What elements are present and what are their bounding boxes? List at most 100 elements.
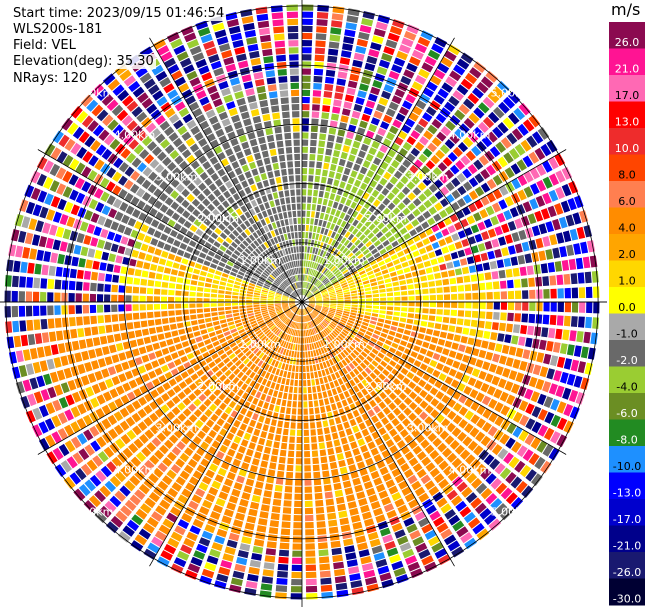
gate [95, 347, 103, 357]
gate [257, 20, 270, 29]
gate [141, 446, 152, 458]
gate [434, 190, 444, 200]
gate [233, 144, 242, 153]
gate [96, 304, 104, 313]
gate [372, 293, 379, 298]
gate [292, 283, 296, 290]
gate [365, 457, 374, 466]
gate [333, 379, 340, 387]
gate [306, 585, 318, 593]
gate [248, 342, 255, 349]
gate [291, 232, 295, 239]
gate [184, 569, 198, 580]
gate [275, 268, 281, 275]
gate [451, 457, 463, 469]
gate [361, 474, 371, 483]
gate [208, 429, 217, 439]
gate [313, 240, 318, 247]
gate [556, 356, 566, 368]
gate [241, 15, 254, 24]
gate [84, 135, 96, 148]
gate [148, 491, 160, 503]
gate [201, 72, 213, 82]
gate [448, 95, 460, 107]
gate [198, 537, 211, 547]
gate [120, 505, 132, 517]
gate [397, 236, 405, 244]
gate [477, 121, 489, 133]
gate [304, 507, 314, 515]
gate [424, 416, 434, 426]
gate [248, 566, 260, 575]
gate [343, 310, 350, 314]
gate [394, 529, 406, 539]
gate [387, 412, 396, 421]
gate [248, 508, 258, 517]
gate [391, 522, 403, 532]
gate [201, 232, 210, 241]
gate [329, 120, 338, 128]
gate [582, 256, 591, 269]
gate [334, 143, 342, 151]
gate [252, 232, 259, 239]
gate [385, 108, 396, 118]
gate [357, 310, 365, 315]
gate [67, 379, 77, 391]
gate [372, 289, 379, 294]
gate [538, 223, 548, 235]
gate [281, 521, 291, 529]
gate [255, 350, 262, 357]
gate [291, 268, 295, 275]
gate [311, 328, 315, 335]
gate [156, 45, 170, 56]
gate [146, 287, 154, 295]
gate [264, 259, 271, 265]
gate [214, 345, 222, 352]
gate [592, 317, 600, 329]
gate [328, 312, 335, 316]
gate [375, 103, 386, 113]
gate [260, 504, 270, 512]
gate [147, 227, 156, 236]
gate [404, 434, 414, 444]
gate [260, 219, 267, 226]
gate [327, 448, 335, 456]
gate [36, 249, 45, 261]
gate [533, 264, 541, 275]
gate [473, 159, 484, 170]
gate [281, 204, 287, 212]
gate [514, 143, 526, 156]
gate [364, 435, 373, 443]
gate [96, 436, 107, 448]
gate [221, 484, 231, 494]
gate [133, 438, 144, 449]
gate [273, 282, 279, 287]
gate [197, 341, 205, 348]
gate [250, 184, 258, 192]
gate [308, 297, 315, 301]
gate [289, 321, 294, 328]
gate [267, 305, 274, 308]
gate [389, 554, 401, 564]
gate [355, 400, 362, 408]
gate [181, 131, 192, 141]
gate [310, 218, 314, 225]
gate [401, 353, 409, 361]
gate [523, 186, 534, 198]
gate [281, 316, 287, 322]
gate [528, 313, 536, 324]
gate [182, 236, 191, 244]
gate [468, 265, 477, 273]
gate [188, 414, 198, 423]
gate [239, 289, 247, 294]
gate [136, 111, 148, 123]
gate [202, 208, 211, 217]
gate [363, 176, 371, 185]
gate [338, 459, 346, 468]
gate [333, 348, 339, 355]
gate [406, 423, 416, 433]
gate [129, 494, 141, 506]
gate [504, 381, 514, 392]
gate [177, 519, 190, 530]
gate [125, 403, 136, 414]
